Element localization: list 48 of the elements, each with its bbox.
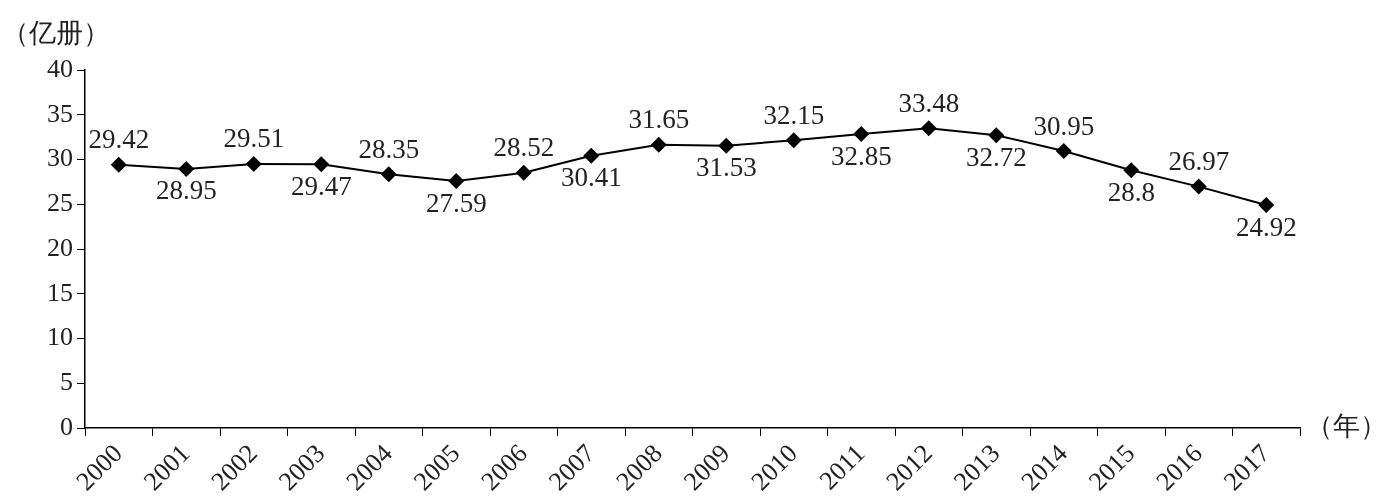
x-axis-title: （年） (1306, 411, 1386, 442)
data-label: 29.42 (88, 124, 150, 155)
data-label: 28.95 (155, 175, 217, 206)
point (178, 160, 195, 177)
data-label: 32.72 (965, 141, 1027, 172)
point (853, 125, 870, 142)
y-tick-label: 25 (47, 188, 73, 218)
point (988, 127, 1005, 144)
data-label: 28.8 (1107, 176, 1155, 207)
data-label: 33.48 (898, 87, 960, 118)
point (1258, 196, 1275, 213)
y-tick-label: 30 (47, 143, 73, 173)
data-label: 27.59 (425, 187, 487, 218)
point (313, 156, 330, 173)
point (583, 147, 600, 164)
point (1055, 143, 1072, 159)
y-tick-label: 10 (47, 322, 73, 352)
data-label: 29.51 (223, 123, 285, 154)
y-tick-label: 40 (47, 53, 73, 83)
y-tick-label: 5 (60, 367, 73, 397)
point (1190, 178, 1207, 195)
data-label: 32.15 (763, 99, 825, 130)
point (110, 156, 127, 173)
data-label: 24.92 (1235, 211, 1297, 242)
point (380, 166, 397, 183)
data-label: 30.95 (1033, 110, 1095, 141)
data-label: 30.41 (560, 162, 622, 193)
point (245, 155, 262, 172)
y-tick-label: 35 (47, 98, 73, 128)
y-tick-label: 0 (60, 411, 73, 441)
point (920, 120, 937, 137)
data-label: 26.97 (1168, 146, 1230, 177)
point (650, 136, 667, 153)
point (1123, 162, 1140, 179)
data-label: 28.52 (493, 132, 555, 163)
point (515, 164, 532, 181)
y-axis-title: （亿册） (2, 17, 110, 48)
data-label: 31.65 (628, 104, 690, 135)
data-label: 31.53 (695, 152, 757, 183)
y-tick-label: 15 (47, 277, 73, 307)
y-tick-label: 20 (47, 232, 73, 262)
data-label: 32.85 (830, 140, 892, 171)
point (785, 132, 802, 149)
x-tick-label: 2011 (813, 438, 871, 496)
point (718, 137, 735, 154)
data-label: 29.47 (290, 170, 352, 201)
point (448, 173, 465, 190)
data-label: 28.35 (358, 133, 420, 164)
